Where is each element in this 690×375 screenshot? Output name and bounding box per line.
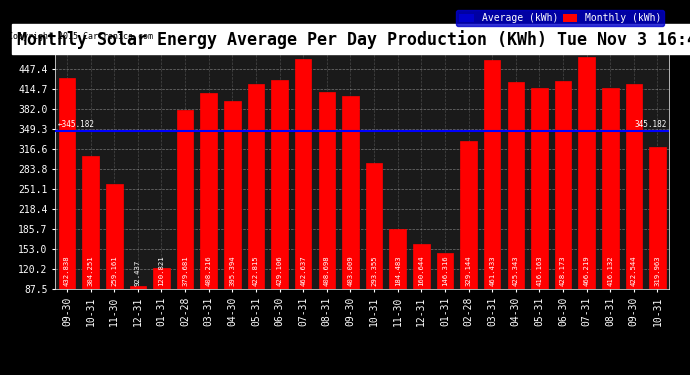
Bar: [626, 84, 642, 342]
Bar: [82, 156, 99, 342]
Text: 160.644: 160.644: [418, 255, 424, 286]
Bar: [437, 253, 453, 342]
Bar: [366, 163, 382, 342]
Bar: [319, 93, 335, 342]
Text: 466.219: 466.219: [584, 255, 590, 286]
Text: 408.216: 408.216: [206, 255, 212, 286]
Text: 422.815: 422.815: [253, 255, 259, 286]
Text: 120.821: 120.821: [159, 255, 164, 286]
Text: 432.838: 432.838: [64, 255, 70, 286]
Bar: [295, 60, 311, 342]
Bar: [389, 230, 406, 342]
Text: 379.681: 379.681: [182, 255, 188, 286]
Bar: [484, 60, 500, 342]
Text: 345.182: 345.182: [635, 120, 667, 129]
Bar: [508, 82, 524, 342]
Text: 425.343: 425.343: [513, 255, 519, 286]
Text: 422.544: 422.544: [631, 255, 637, 286]
Bar: [177, 110, 193, 342]
Bar: [59, 78, 75, 342]
Bar: [248, 84, 264, 342]
Text: 403.009: 403.009: [348, 255, 353, 286]
Bar: [578, 57, 595, 342]
Bar: [413, 244, 430, 342]
Bar: [130, 286, 146, 342]
Text: 416.132: 416.132: [607, 255, 613, 286]
Text: 462.637: 462.637: [300, 255, 306, 286]
Bar: [531, 88, 548, 342]
Legend: Average (kWh), Monthly (kWh): Average (kWh), Monthly (kWh): [456, 10, 664, 26]
Text: 429.106: 429.106: [277, 255, 283, 286]
Text: 184.483: 184.483: [395, 255, 401, 286]
Bar: [649, 147, 666, 342]
Text: 428.173: 428.173: [560, 255, 566, 286]
Text: 416.163: 416.163: [536, 255, 542, 286]
Bar: [201, 93, 217, 342]
Text: 395.394: 395.394: [229, 255, 235, 286]
Text: 92.437: 92.437: [135, 260, 141, 286]
Text: 461.433: 461.433: [489, 255, 495, 286]
Text: 408.698: 408.698: [324, 255, 330, 286]
Text: Copyright 2015 Cartronics.com: Copyright 2015 Cartronics.com: [8, 32, 153, 41]
Text: 329.144: 329.144: [466, 255, 471, 286]
Text: 304.251: 304.251: [88, 255, 94, 286]
Bar: [271, 80, 288, 342]
Bar: [460, 141, 477, 342]
Bar: [224, 100, 241, 342]
Bar: [153, 268, 170, 342]
Bar: [106, 184, 123, 342]
Bar: [555, 81, 571, 342]
Text: 293.355: 293.355: [371, 255, 377, 286]
Title: Monthly Solar Energy Average Per Day Production (KWh) Tue Nov 3 16:46: Monthly Solar Energy Average Per Day Pro…: [17, 30, 690, 49]
Text: 146.316: 146.316: [442, 255, 448, 286]
Bar: [342, 96, 359, 342]
Bar: [602, 88, 618, 342]
Text: 259.161: 259.161: [111, 255, 117, 286]
Text: ←345.182: ←345.182: [57, 120, 95, 129]
Text: 319.963: 319.963: [655, 255, 660, 286]
